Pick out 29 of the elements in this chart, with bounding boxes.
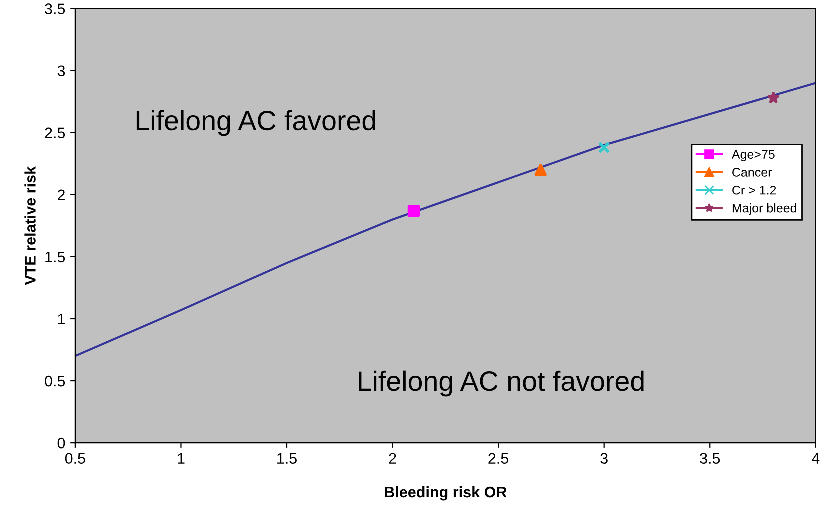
- x-tick-label: 0.5: [65, 453, 86, 464]
- y-tick-label: 1.5: [46, 252, 66, 263]
- x-tick-label: 3.5: [700, 453, 720, 464]
- legend-label: Cr > 1.2: [732, 186, 776, 195]
- y-tick-label: 3.5: [45, 4, 66, 14]
- point: [534, 164, 547, 176]
- legend-label: Cancer: [732, 168, 772, 177]
- line-series: [75, 82, 816, 358]
- y-tick-label: 2.5: [45, 128, 66, 139]
- x-tick-label: 2.5: [488, 453, 509, 464]
- legend-label: Age>75: [732, 150, 775, 162]
- y-tick-label: 0: [58, 438, 66, 449]
- x-tick-label: 2: [389, 453, 396, 464]
- x-axis-title: Bleeding risk OR: [385, 486, 507, 501]
- x-tick-label: 3: [600, 453, 608, 464]
- point: [598, 142, 610, 154]
- y-tick-label: 3: [58, 66, 66, 77]
- point: [768, 92, 780, 104]
- y-tick-label: 2: [58, 190, 65, 200]
- x-tick-label: 4: [812, 453, 820, 464]
- y-tick-label: 1: [58, 314, 65, 325]
- y-tick-label: 0.5: [45, 376, 66, 387]
- x-tick-label: 1: [178, 453, 185, 464]
- annotation: Lifelong AC not favored: [359, 370, 644, 397]
- legend-label: Major bleed: [732, 204, 796, 216]
- annotation: Lifelong AC favored: [136, 110, 376, 136]
- point: [408, 204, 420, 218]
- y-axis-title: VTE relative risk: [24, 166, 36, 286]
- x-tick-label: 1.5: [278, 453, 297, 464]
